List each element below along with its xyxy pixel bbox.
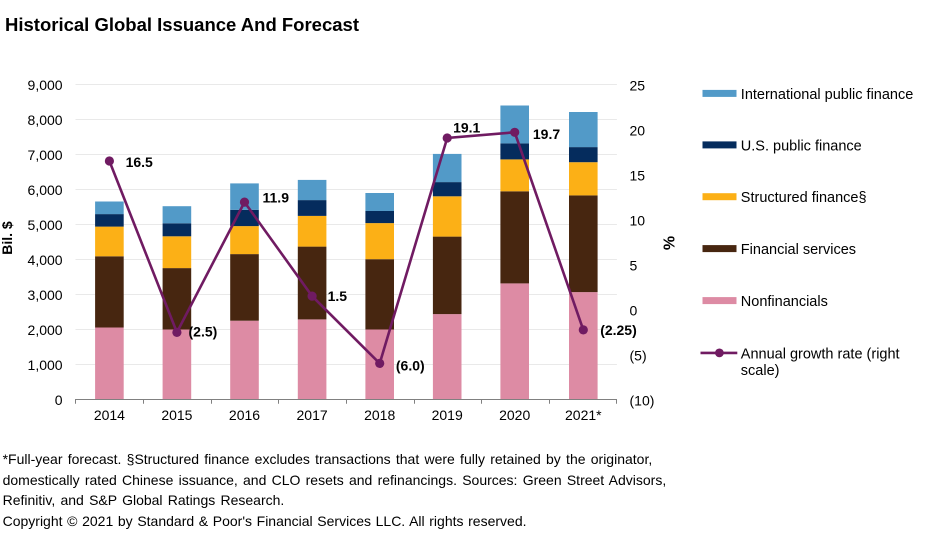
svg-text:4,000: 4,000 bbox=[28, 252, 63, 268]
svg-text:3,000: 3,000 bbox=[28, 287, 63, 303]
svg-text:Structured finance§: Structured finance§ bbox=[741, 190, 867, 206]
svg-text:25: 25 bbox=[630, 77, 646, 93]
svg-text:6,000: 6,000 bbox=[28, 182, 63, 198]
svg-text:(6.0): (6.0) bbox=[396, 358, 425, 374]
svg-text:11.9: 11.9 bbox=[263, 190, 290, 206]
svg-text:15: 15 bbox=[630, 167, 646, 183]
svg-text:1.5: 1.5 bbox=[328, 288, 348, 304]
svg-text:2018: 2018 bbox=[364, 407, 395, 423]
svg-text:2,000: 2,000 bbox=[28, 322, 63, 338]
svg-text:2014: 2014 bbox=[94, 407, 125, 423]
svg-text:19.1: 19.1 bbox=[453, 120, 480, 136]
svg-text:scale): scale) bbox=[741, 363, 780, 379]
svg-text:Financial services: Financial services bbox=[741, 242, 856, 258]
svg-text:5,000: 5,000 bbox=[28, 217, 63, 233]
svg-text:2016: 2016 bbox=[229, 407, 260, 423]
svg-text:2017: 2017 bbox=[297, 407, 328, 423]
svg-text:10: 10 bbox=[630, 212, 646, 228]
svg-text:%: % bbox=[662, 236, 679, 250]
svg-text:U.S. public finance: U.S. public finance bbox=[741, 138, 862, 154]
svg-text:5: 5 bbox=[630, 257, 638, 273]
svg-text:0: 0 bbox=[55, 392, 63, 408]
svg-text:16.5: 16.5 bbox=[126, 154, 153, 170]
svg-text:(10): (10) bbox=[630, 392, 655, 408]
svg-text:2021*: 2021* bbox=[565, 407, 602, 423]
svg-text:9,000: 9,000 bbox=[28, 77, 63, 93]
svg-text:International public finance: International public finance bbox=[741, 87, 914, 103]
svg-text:Bil. $: Bil. $ bbox=[0, 221, 15, 255]
svg-text:2015: 2015 bbox=[161, 407, 192, 423]
svg-text:19.7: 19.7 bbox=[533, 126, 560, 142]
svg-text:Nonfinancials: Nonfinancials bbox=[741, 294, 828, 310]
svg-text:1,000: 1,000 bbox=[28, 357, 63, 373]
svg-text:8,000: 8,000 bbox=[28, 112, 63, 128]
svg-text:Annual growth rate (right: Annual growth rate (right bbox=[741, 346, 900, 362]
svg-text:20: 20 bbox=[630, 122, 646, 138]
svg-text:(2.25): (2.25) bbox=[600, 322, 637, 338]
svg-text:(2.5): (2.5) bbox=[189, 323, 218, 339]
svg-text:2019: 2019 bbox=[432, 407, 463, 423]
svg-text:0: 0 bbox=[630, 302, 638, 318]
svg-text:7,000: 7,000 bbox=[28, 147, 63, 163]
svg-text:2020: 2020 bbox=[499, 407, 530, 423]
svg-text:(5): (5) bbox=[630, 347, 647, 363]
